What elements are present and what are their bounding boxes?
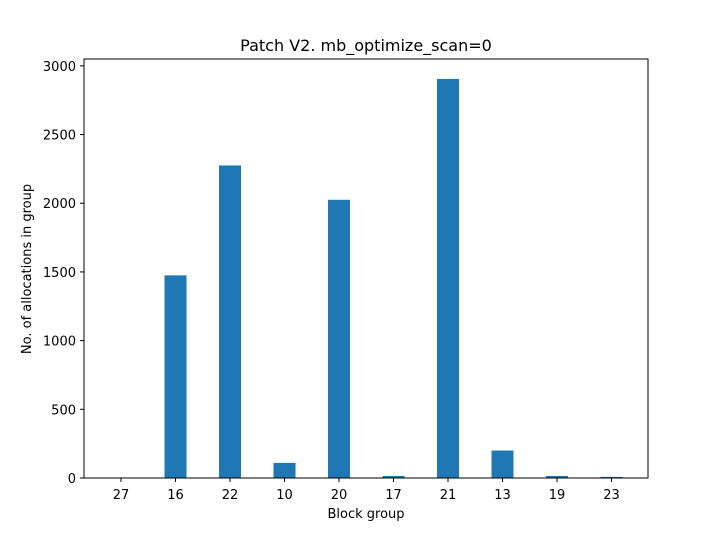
bar-22 <box>219 165 241 478</box>
x-tick-label: 27 <box>113 488 130 503</box>
bar-10 <box>273 462 296 478</box>
bar-19 <box>546 475 568 478</box>
x-tick-label: 22 <box>222 488 239 503</box>
bars-group <box>110 78 623 479</box>
bar-23 <box>600 476 623 478</box>
x-tick-label: 17 <box>385 488 402 503</box>
x-tick-label: 16 <box>167 488 184 503</box>
x-tick-label: 13 <box>494 488 511 503</box>
x-tick-label: 23 <box>603 488 620 503</box>
y-tick-label: 1500 <box>43 266 76 281</box>
bar-17 <box>382 475 405 478</box>
x-tick-label: 19 <box>549 488 566 503</box>
y-tick-label: 3000 <box>43 60 76 75</box>
x-ticks-group: 27 16 22 10 20 17 21 13 19 23 <box>113 478 620 503</box>
bar-21 <box>437 78 459 478</box>
y-tick-label: 0 <box>68 472 76 487</box>
bar-13 <box>491 450 514 478</box>
x-tick-label: 21 <box>440 488 457 503</box>
x-tick-label: 10 <box>276 488 293 503</box>
y-tick-label: 2500 <box>43 129 76 144</box>
y-tick-label: 1000 <box>43 335 76 350</box>
y-axis-label: No. of allocations in group <box>20 184 35 354</box>
y-tick-label: 2000 <box>43 197 76 212</box>
x-axis-label: Block group <box>327 507 404 522</box>
bar-20 <box>328 199 350 479</box>
chart-title: Patch V2. mb_optimize_scan=0 <box>240 36 492 56</box>
bar-16 <box>164 275 187 478</box>
y-tick-label: 500 <box>51 403 76 418</box>
x-tick-label: 20 <box>331 488 348 503</box>
y-ticks-group: 0 500 1000 1500 2000 2500 3000 <box>43 60 84 487</box>
plot-frame <box>83 58 649 479</box>
